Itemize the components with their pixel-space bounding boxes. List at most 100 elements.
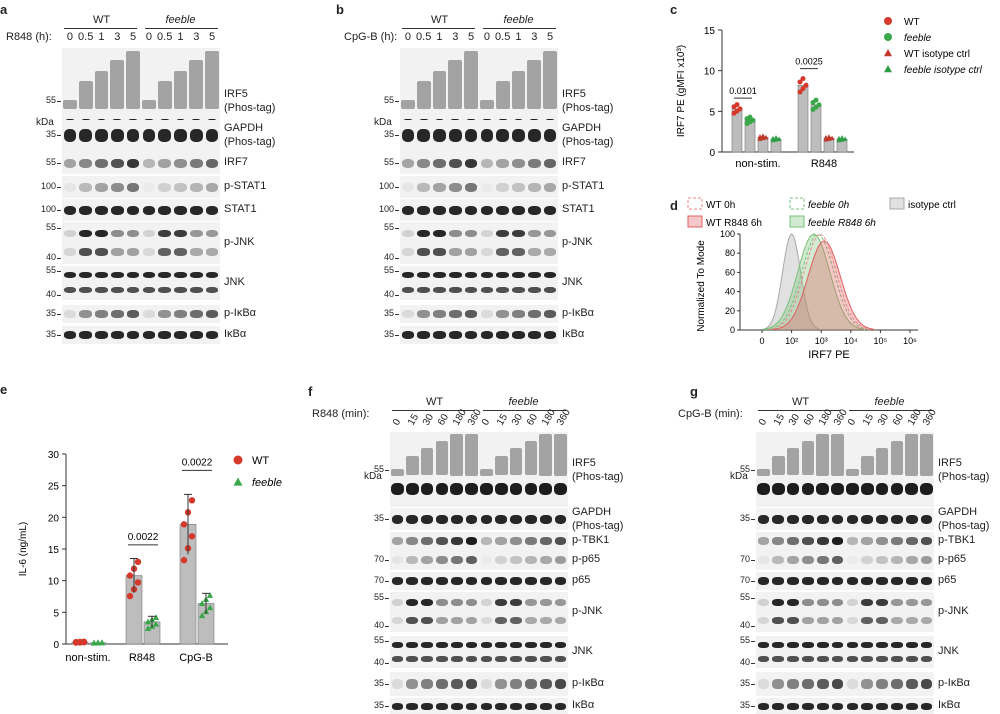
- x-tick-label: 10²: [785, 336, 798, 346]
- band: [464, 158, 478, 168]
- band: [920, 679, 933, 690]
- band: [786, 448, 800, 476]
- band: [802, 702, 814, 710]
- band: [417, 182, 431, 192]
- band: [525, 599, 537, 607]
- band: [905, 577, 918, 585]
- band: [433, 182, 446, 192]
- band: [480, 205, 494, 215]
- blot-label-sub: (Phos-tag): [572, 520, 624, 532]
- band: [110, 60, 125, 109]
- band: [510, 616, 522, 624]
- band: [525, 514, 537, 524]
- blot-strip: [390, 698, 568, 714]
- panel-d-histogram: WT 0h feeble 0h isotype ctrl WT R848 6h feeb…: [687, 197, 956, 361]
- legend-label: isotype ctrl: [908, 200, 956, 211]
- band: [110, 310, 124, 318]
- blot-label: p-IκBα: [572, 677, 605, 689]
- legend-label: WT R848 6h: [706, 218, 762, 229]
- lane-label: 3: [193, 31, 200, 43]
- band: [554, 655, 567, 662]
- data-point: [198, 612, 206, 619]
- mw-tick: [395, 187, 399, 188]
- band: [480, 514, 493, 524]
- band: [787, 599, 799, 607]
- band: [480, 537, 493, 545]
- band: [406, 679, 419, 690]
- y-tick-label: 10: [704, 67, 716, 78]
- band: [525, 537, 537, 545]
- mw-tick: [751, 626, 755, 627]
- mw-marker: 70: [739, 554, 750, 564]
- band: [846, 702, 859, 710]
- band: [110, 205, 124, 215]
- band: [174, 248, 187, 256]
- mw-tick: [57, 335, 61, 336]
- mw-tick: [751, 706, 755, 707]
- band: [876, 577, 888, 585]
- band: [772, 655, 785, 662]
- band: [110, 182, 124, 192]
- blot-label: STAT1: [562, 203, 595, 215]
- band: [757, 599, 770, 607]
- y-tick-label: 100: [720, 229, 735, 239]
- band: [876, 537, 888, 545]
- legend-label: WT: [252, 455, 269, 467]
- band: [126, 158, 140, 168]
- band: [527, 287, 541, 294]
- band: [435, 483, 449, 495]
- band: [421, 641, 433, 648]
- band: [142, 287, 156, 294]
- band: [554, 434, 567, 476]
- band: [891, 577, 903, 585]
- stimulation-label: CpG-B (min):: [678, 408, 743, 420]
- band: [95, 129, 108, 142]
- data-point: [134, 579, 142, 586]
- data-point: [884, 65, 892, 73]
- band: [543, 331, 557, 339]
- band: [757, 469, 770, 476]
- band: [465, 514, 478, 524]
- mw-tick: [385, 469, 389, 471]
- band: [495, 537, 508, 545]
- band: [79, 310, 93, 318]
- band: [495, 577, 508, 585]
- band: [205, 229, 219, 238]
- band: [79, 272, 93, 279]
- data-point: [152, 620, 160, 627]
- band: [126, 129, 140, 142]
- band: [450, 679, 463, 690]
- blot-strip: [756, 532, 934, 550]
- band: [816, 537, 829, 545]
- band: [126, 287, 140, 294]
- band: [158, 229, 172, 238]
- x-tick-label: 0: [759, 336, 764, 346]
- blot-label: p-STAT1: [562, 180, 605, 192]
- band: [480, 272, 494, 279]
- band: [433, 287, 446, 294]
- band: [527, 182, 541, 192]
- band: [417, 331, 431, 339]
- band: [905, 641, 918, 648]
- blot-strip: [62, 152, 220, 174]
- band: [63, 182, 77, 192]
- band: [464, 205, 478, 215]
- data-point: [747, 114, 753, 120]
- band: [771, 455, 785, 476]
- band: [142, 158, 156, 168]
- blot-strip: [756, 572, 934, 590]
- band: [174, 331, 187, 339]
- band: [79, 331, 93, 339]
- blot-label: p-JNK: [572, 605, 603, 617]
- mw-marker: 35: [373, 513, 384, 523]
- mw-tick: [751, 560, 755, 561]
- blot-strip: [62, 326, 220, 344]
- y-tick-label: 15: [48, 545, 60, 556]
- band: [158, 205, 172, 215]
- band: [63, 129, 77, 142]
- band: [876, 599, 888, 607]
- band: [527, 248, 541, 256]
- legend-label: WT: [904, 17, 920, 28]
- mw-tick: [57, 228, 61, 230]
- mw-marker: 70: [373, 575, 384, 585]
